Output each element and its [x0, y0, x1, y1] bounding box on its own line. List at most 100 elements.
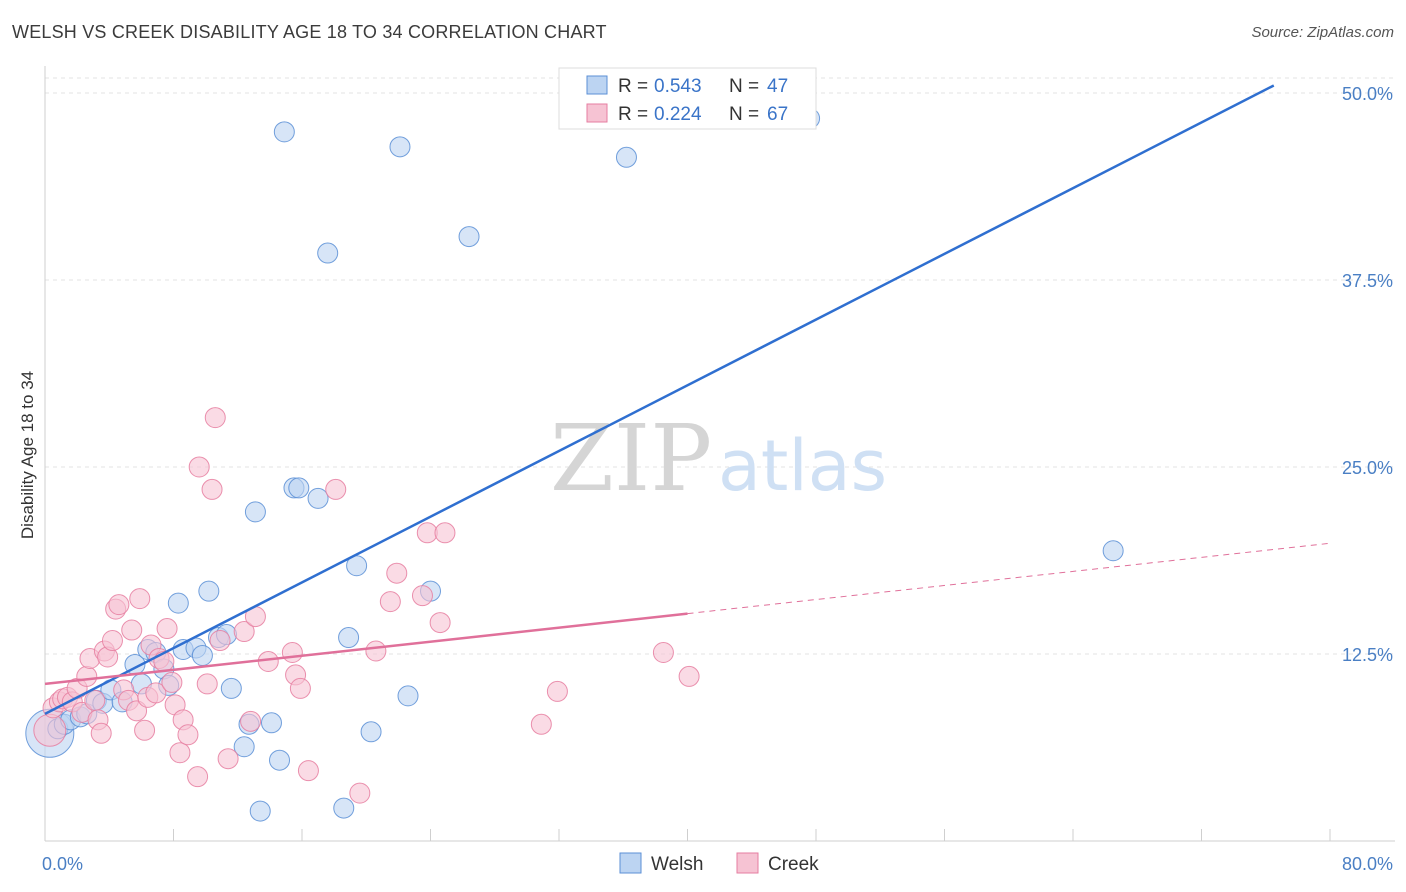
creek-point [217, 748, 239, 770]
legend-creek-r-label: R = [618, 104, 648, 125]
welsh-point [307, 487, 329, 509]
bottom-legend-creek-label: Creek [768, 854, 819, 875]
creek-point [365, 640, 387, 662]
creek-point [434, 522, 456, 544]
y-tick-label: 12.5% [1342, 645, 1393, 665]
creek-point [108, 594, 130, 616]
creek-point [156, 618, 178, 640]
welsh-point [288, 477, 310, 499]
x-tick-labels: 0.0% 80.0% [42, 854, 1393, 874]
creek-point [129, 588, 151, 610]
creek-point [289, 677, 311, 699]
legend-creek-n-label: N = [729, 104, 759, 125]
watermark: ZIP atlas [550, 405, 887, 512]
welsh-point [360, 721, 382, 743]
welsh-trend-line [44, 84, 1275, 715]
creek-point [429, 612, 451, 634]
data-points [25, 107, 1124, 822]
creek-point [204, 407, 226, 429]
legend-welsh-n-label: N = [729, 76, 759, 97]
creek-point [153, 650, 175, 672]
legend-welsh-r-label: R = [618, 76, 648, 97]
watermark-zip: ZIP [550, 405, 712, 512]
welsh-point [458, 226, 480, 248]
creek-point [121, 619, 143, 641]
creek-point [90, 722, 112, 744]
x-tick-label: 0.0% [42, 854, 83, 874]
welsh-point [615, 146, 637, 168]
welsh-point [198, 580, 220, 602]
creek-point [76, 665, 98, 687]
creek-point [546, 680, 568, 702]
creek-point [411, 585, 433, 607]
series-legend: Welsh Creek [619, 852, 819, 875]
chart-title: WELSH VS CREEK DISABILITY AGE 18 TO 34 C… [12, 22, 607, 42]
legend-welsh-r-value: 0.543 [654, 76, 702, 97]
grid-lines [45, 77, 1395, 655]
correlation-legend: R = 0.543 N = 47 R = 0.224 N = 67 [558, 67, 817, 130]
creek-point [281, 641, 303, 663]
axes [44, 66, 1395, 842]
creek-point [169, 742, 191, 764]
creek-point [233, 621, 255, 643]
welsh-point [1102, 540, 1124, 562]
creek-point [177, 724, 199, 746]
creek-point [161, 671, 183, 693]
x-tick-label: 80.0% [1342, 854, 1393, 874]
welsh-point [269, 749, 291, 771]
creek-point [349, 782, 371, 804]
creek-point [134, 719, 156, 741]
creek-point [530, 713, 552, 735]
legend-welsh-n-value: 47 [767, 76, 788, 97]
welsh-point [260, 712, 282, 734]
creek-point [101, 630, 123, 652]
creek-point [240, 710, 262, 732]
creek-point [209, 630, 231, 652]
legend-creek-r-value: 0.224 [654, 104, 702, 125]
bottom-legend-welsh-label: Welsh [651, 854, 703, 875]
y-tick-label: 50.0% [1342, 84, 1393, 104]
creek-point [379, 591, 401, 613]
legend-welsh-swatch [586, 75, 608, 95]
welsh-point [244, 501, 266, 523]
bottom-legend-creek-swatch [736, 852, 759, 874]
creek-point [297, 760, 319, 782]
legend-creek-swatch [586, 103, 608, 123]
creek-point [652, 641, 674, 663]
y-tick-labels: 12.5% 25.0% 37.5% 50.0% [1342, 84, 1393, 665]
bottom-legend-welsh-swatch [619, 852, 642, 874]
welsh-point [397, 685, 419, 707]
welsh-point [317, 242, 339, 264]
creek-point [33, 713, 67, 747]
welsh-point [191, 644, 213, 666]
creek-point [187, 766, 209, 788]
creek-point [386, 562, 408, 584]
creek-point [145, 682, 167, 704]
y-axis-title: Disability Age 18 to 34 [18, 371, 37, 539]
creek-point [188, 456, 210, 478]
welsh-point [389, 136, 411, 158]
y-tick-label: 25.0% [1342, 458, 1393, 478]
creek-point [416, 522, 438, 544]
creek-point [201, 478, 223, 500]
creek-trend-extension [687, 542, 1331, 615]
welsh-point [333, 797, 355, 819]
chart-source: Source: ZipAtlas.com [1251, 24, 1394, 41]
welsh-point [338, 627, 360, 649]
y-tick-label: 37.5% [1342, 271, 1393, 291]
creek-point [678, 665, 700, 687]
welsh-point [249, 800, 271, 822]
welsh-point [220, 677, 242, 699]
creek-point [84, 689, 106, 711]
legend-creek-n-value: 67 [767, 104, 788, 125]
creek-point [196, 673, 218, 695]
trend-lines [44, 84, 1331, 715]
watermark-atlas: atlas [718, 425, 887, 507]
welsh-point [233, 736, 255, 758]
creek-point [126, 700, 148, 722]
welsh-point [273, 121, 295, 143]
welsh-point [167, 592, 189, 614]
creek-point [325, 478, 347, 500]
creek-trend-line [44, 612, 688, 686]
